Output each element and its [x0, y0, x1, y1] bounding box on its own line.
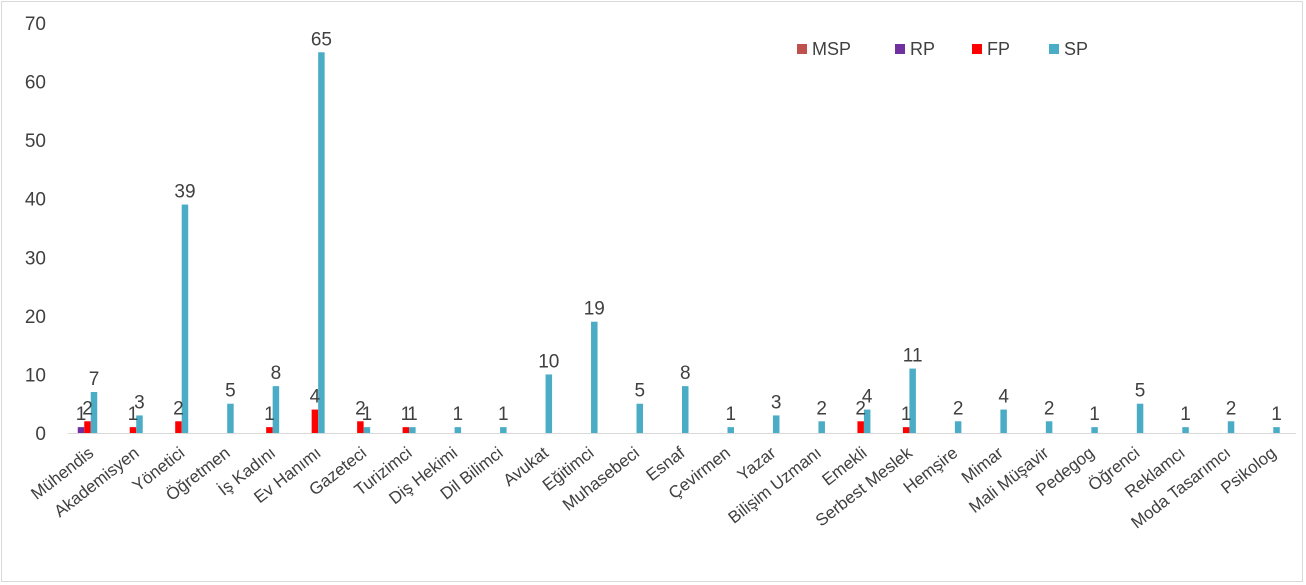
data-label: 1 — [901, 404, 912, 425]
bar-sp — [90, 392, 98, 433]
y-tick-label: 40 — [25, 190, 46, 211]
bar-sp — [1182, 427, 1189, 433]
bar-sp — [227, 403, 234, 433]
bar-sp — [1000, 409, 1007, 433]
bar-sp — [954, 421, 962, 433]
data-label: 1 — [401, 404, 412, 425]
data-label: 1 — [76, 404, 87, 425]
bar-sp — [409, 427, 416, 433]
bar-sp — [272, 386, 280, 433]
data-label: 11 — [903, 346, 923, 367]
data-label: 1 — [362, 404, 373, 425]
data-label: 8 — [271, 363, 282, 384]
data-label: 4 — [310, 387, 321, 408]
data-label: 19 — [584, 299, 605, 320]
bar-fp — [175, 421, 182, 433]
bar-sp — [818, 421, 825, 433]
bar-sp — [545, 374, 553, 433]
data-label: 2 — [953, 398, 964, 419]
data-label: 3 — [134, 392, 145, 413]
bar-fp — [402, 427, 410, 433]
y-tick-label: 50 — [25, 131, 46, 152]
legend-label-rp: RP — [910, 39, 935, 59]
legend-label-fp: FP — [987, 39, 1010, 59]
bar-sp — [136, 415, 143, 433]
legend-label-msp: MSP — [812, 39, 851, 59]
legend-label-sp: SP — [1064, 39, 1088, 59]
data-label: 1 — [498, 404, 509, 425]
bar-sp — [636, 403, 644, 433]
data-label: 7 — [89, 369, 100, 390]
data-label: 1 — [1089, 404, 1100, 425]
bar-sp — [181, 204, 189, 433]
y-tick-label: 60 — [25, 73, 46, 94]
data-label: 4 — [998, 387, 1009, 408]
y-tick-label: 20 — [25, 307, 46, 328]
data-label: 5 — [1135, 381, 1146, 402]
data-label: 2 — [816, 398, 827, 419]
bar-sp — [454, 427, 462, 433]
data-label: 39 — [174, 182, 195, 203]
legend-swatch-fp — [972, 44, 982, 54]
legend-swatch-msp — [797, 44, 807, 54]
data-label: 10 — [538, 351, 559, 372]
bar-sp — [1227, 421, 1235, 433]
data-label: 2 — [1044, 398, 1055, 419]
data-label: 2 — [855, 398, 866, 419]
data-label: 2 — [355, 398, 366, 419]
bar-fp — [266, 427, 273, 433]
bar-sp — [318, 52, 325, 434]
legend: MSP RP FP SP — [797, 39, 1088, 59]
data-label: 3 — [771, 392, 782, 413]
y-tick-label: 0 — [35, 424, 46, 445]
bar-sp — [591, 321, 598, 433]
y-tick-label: 70 — [25, 14, 46, 35]
bar-sp — [1273, 427, 1280, 433]
bar-fp — [357, 421, 364, 433]
bar-sp — [772, 415, 780, 433]
y-tick-label: 30 — [25, 248, 46, 269]
data-label: 1 — [407, 404, 418, 425]
data-label: 4 — [862, 387, 873, 408]
data-label: 1 — [128, 404, 139, 425]
y-tick-label: 10 — [25, 365, 46, 386]
bar-sp — [1045, 421, 1053, 433]
bar-fp — [902, 427, 910, 433]
bar-sp — [500, 427, 507, 433]
bar-sp — [682, 386, 689, 433]
bar-sp — [1091, 427, 1098, 433]
data-label: 2 — [173, 398, 184, 419]
data-label: 2 — [82, 398, 93, 419]
bars — [77, 52, 1280, 434]
data-label: 5 — [225, 381, 236, 402]
bar-fp — [84, 421, 91, 433]
data-label: 2 — [1226, 398, 1237, 419]
data-label: 1 — [1180, 404, 1191, 425]
bar-sp — [363, 427, 371, 433]
bar-sp — [863, 409, 871, 433]
bar-sp — [1136, 403, 1144, 433]
data-label: 1 — [725, 404, 736, 425]
bar-rp — [77, 427, 85, 433]
data-label: 1 — [264, 404, 275, 425]
bar-sp — [727, 427, 734, 433]
data-label: 65 — [311, 29, 332, 50]
bar-sp — [909, 368, 916, 433]
legend-swatch-rp — [895, 44, 905, 54]
y-axis: 0 10 20 30 40 50 60 70 — [25, 14, 46, 445]
data-label: 5 — [634, 381, 645, 402]
data-label: 8 — [680, 363, 691, 384]
legend-swatch-sp — [1049, 44, 1059, 54]
data-label: 1 — [453, 404, 464, 425]
data-label: 1 — [1271, 404, 1282, 425]
bar-fp — [311, 409, 319, 433]
bar-fp — [129, 427, 137, 433]
bar-fp — [857, 421, 864, 433]
